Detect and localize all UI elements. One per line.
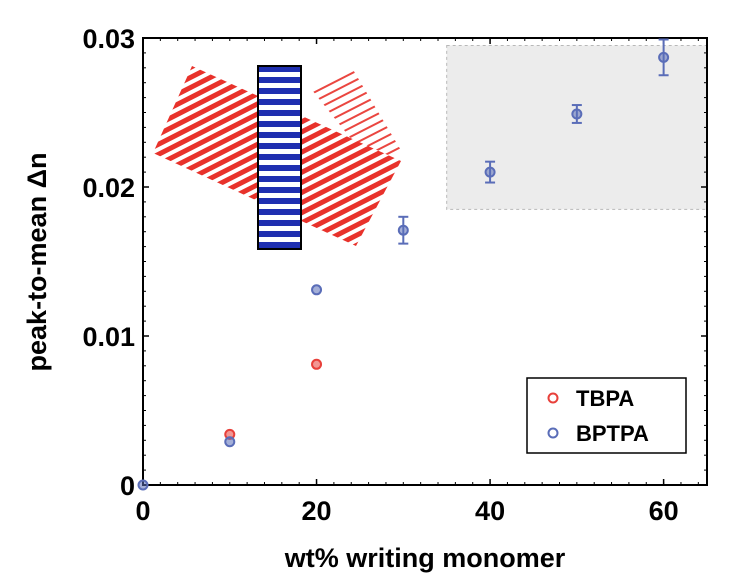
bptpa-point xyxy=(397,224,409,236)
x-axis-label: wt% writing monomer xyxy=(284,543,566,573)
legend-box xyxy=(526,377,687,454)
bptpa-point xyxy=(224,436,236,448)
red-hatched-band-light xyxy=(312,68,402,165)
x-tick-label: 40 xyxy=(475,496,505,526)
x-tick-label: 60 xyxy=(649,496,679,526)
y-tick-label: 0 xyxy=(120,471,135,501)
axis-ticks: 0 20 40 60 0 0.01 0.02 0.03 xyxy=(82,24,707,526)
bptpa-point xyxy=(484,166,496,178)
y-tick-label: 0.02 xyxy=(82,173,135,203)
y-axis-label: peak-to-mean Δn xyxy=(22,153,52,372)
x-tick-label: 0 xyxy=(135,496,150,526)
bptpa-point xyxy=(571,108,583,120)
legend-label-tbpa: TBPA xyxy=(576,386,634,411)
bptpa-point xyxy=(658,51,670,63)
y-tick-label: 0.03 xyxy=(82,24,135,54)
x-tick-label: 20 xyxy=(302,496,332,526)
legend-marker-bptpa xyxy=(547,427,559,439)
tbpa-point xyxy=(311,358,323,370)
bptpa-point xyxy=(137,479,149,491)
hatch-annotation xyxy=(153,65,402,250)
legend-marker-tbpa xyxy=(547,392,559,404)
data-marks xyxy=(137,38,670,491)
legend: TBPA BPTPA xyxy=(526,377,687,454)
legend-label-bptpa: BPTPA xyxy=(576,421,649,446)
bptpa-point xyxy=(311,284,323,296)
y-tick-label: 0.01 xyxy=(82,322,135,352)
blue-striped-box xyxy=(257,65,302,250)
highlight-region xyxy=(446,44,708,210)
